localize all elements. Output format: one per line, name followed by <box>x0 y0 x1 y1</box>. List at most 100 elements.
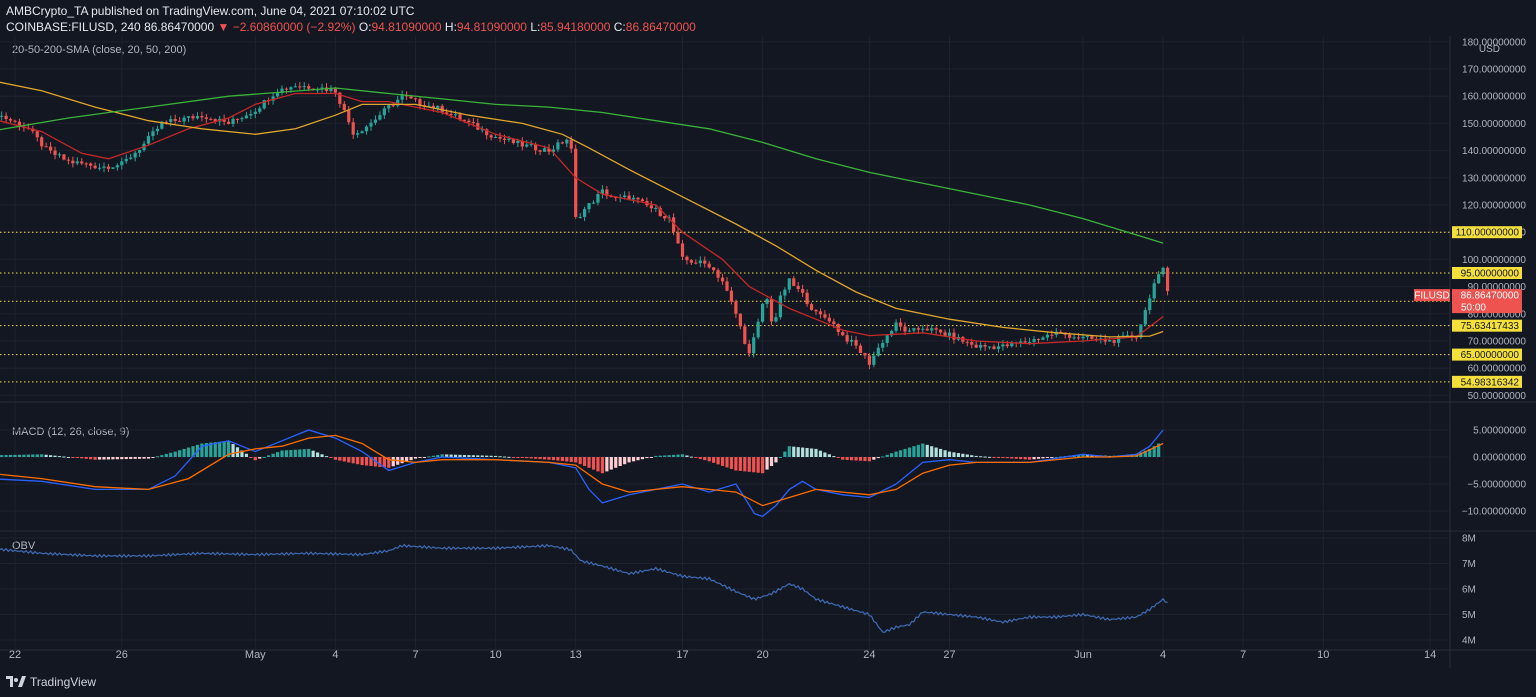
macd-hist-bar <box>1157 443 1161 457</box>
level-label-3: 75.63417433 <box>1461 321 1520 332</box>
macd-hist-bar <box>1028 457 1032 460</box>
candle-body-34 <box>138 150 142 153</box>
footer-brand[interactable]: TradingView <box>6 675 96 689</box>
candle-body-149 <box>649 205 653 209</box>
candle-body-265 <box>1165 267 1170 292</box>
macd-hist-bar <box>302 449 306 457</box>
candle-body-131 <box>569 139 573 149</box>
candle-body-104 <box>449 114 453 116</box>
macd-hist-bar <box>400 457 404 464</box>
candle-body-241 <box>1059 331 1063 333</box>
candle-body-210 <box>921 328 925 330</box>
macd-hist-bar <box>738 457 742 471</box>
macd-hist-bar <box>71 457 75 458</box>
macd-hist-bar <box>703 457 707 461</box>
candle-body-204 <box>894 322 898 331</box>
candle-body-145 <box>631 197 636 200</box>
macd-hist-bar <box>106 457 111 460</box>
price-tick-8: 100.00000000 <box>1462 255 1526 266</box>
last-price-name-box <box>1414 289 1450 302</box>
macd-hist-bar <box>983 456 987 458</box>
symbol-line: COINBASE:FILUSD, 240 86.86470000 ▼ −2.60… <box>6 20 696 34</box>
price-tick-0: 180.00000000 <box>1462 37 1526 48</box>
candle-body-253 <box>1112 340 1116 343</box>
candle-body-66 <box>280 88 284 94</box>
candle-body-235 <box>1032 339 1036 342</box>
date-tick-4: 7 <box>412 649 418 661</box>
macd-hist-bar <box>1010 457 1014 459</box>
candle-body-38 <box>155 128 159 132</box>
macd-hist-bar <box>155 456 159 458</box>
low-value: 85.94180000 <box>540 20 611 34</box>
candle-body-136 <box>591 202 596 204</box>
macd-hist-bar <box>930 446 934 457</box>
candle-body-31 <box>124 158 128 162</box>
candle-body-141 <box>614 197 618 199</box>
last-price-name: FILUSD <box>1414 291 1450 302</box>
macd-hist-bar <box>427 456 431 458</box>
date-tick-7: 17 <box>676 649 688 661</box>
macd-hist-bar <box>511 457 515 458</box>
macd-hist-bar <box>881 456 885 458</box>
macd-hist-bar <box>876 457 880 459</box>
date-tick-14: 10 <box>1317 649 1329 661</box>
candle-body-258 <box>1134 337 1138 339</box>
candle-body-29 <box>115 165 119 168</box>
macd-hist-bar <box>614 457 618 468</box>
candle-body-103 <box>445 112 449 115</box>
macd-hist-bar <box>720 457 725 466</box>
macd-hist-bar <box>329 457 333 458</box>
macd-hist-bar <box>796 447 800 457</box>
candle-body-51 <box>213 119 217 122</box>
macd-hist-bar <box>1139 452 1143 457</box>
candle-body-111 <box>480 129 484 131</box>
macd-hist-bar <box>809 448 814 457</box>
macd-hist-bar <box>1014 457 1018 459</box>
candle-body-69 <box>293 86 297 88</box>
macd-hist-bar <box>663 455 667 457</box>
macd-hist-bar <box>1005 457 1009 459</box>
macd-hist-bar <box>676 454 680 457</box>
macd-hist-bar <box>360 457 364 466</box>
macd-hist-bar <box>987 456 992 458</box>
candle-body-71 <box>302 86 306 88</box>
macd-hist-bar <box>53 455 57 457</box>
macd-hist-bar <box>227 440 231 457</box>
candle-body-46 <box>191 116 195 119</box>
candle-body-173 <box>756 321 760 338</box>
candle-body-67 <box>284 88 289 90</box>
macd-hist-bar <box>209 442 213 457</box>
macd-hist-bar <box>916 444 920 457</box>
macd-hist-bar <box>792 446 796 457</box>
macd-hist-bar <box>623 457 627 465</box>
candle-body-246 <box>1081 336 1085 339</box>
candle-body-261 <box>1148 298 1152 311</box>
macd-hist-bar <box>818 450 823 457</box>
macd-hist-bar <box>182 448 186 457</box>
price-axis: 180.00000000 170.00000000 160.00000000 150.… <box>1414 37 1526 647</box>
level-box-1 <box>1452 267 1522 279</box>
macd-hist-bar <box>627 457 631 463</box>
macd-hist-bar <box>769 457 774 466</box>
symbol: COINBASE:FILUSD, 240 <box>6 20 141 34</box>
candle-body-123 <box>534 144 538 151</box>
price-tick-4: 140.00000000 <box>1462 146 1526 157</box>
candle-body-201 <box>881 342 885 348</box>
price-tick-5: 130.00000000 <box>1462 173 1526 184</box>
macd-hist-bar <box>801 447 805 457</box>
macd-hist-bar <box>138 457 142 459</box>
candle-body-116 <box>502 138 507 140</box>
macd-hist-bar <box>458 454 462 457</box>
macd-hist-bar <box>311 450 315 457</box>
macd-legend[interactable]: MACD (12, 26, close, 9) <box>12 426 130 438</box>
macd-hist-bar <box>542 457 547 460</box>
obv-legend[interactable]: OBV <box>12 540 36 552</box>
macd-hist-bar <box>854 457 858 461</box>
macd-hist-bar <box>66 457 70 458</box>
sma-legend[interactable]: 20-50-200-SMA (close, 20, 50, 200) <box>12 44 187 56</box>
candle-body-156 <box>680 243 685 257</box>
candle-body-168 <box>734 301 738 314</box>
candle-body-127 <box>551 149 556 152</box>
macd-hist-bar <box>520 457 524 458</box>
